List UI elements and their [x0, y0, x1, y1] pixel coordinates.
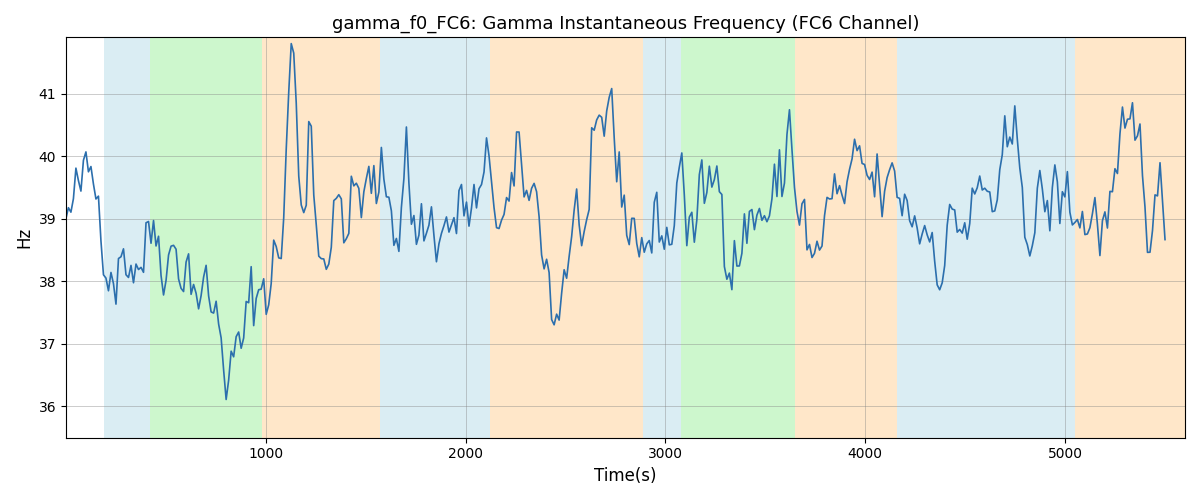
Bar [898, 38, 1075, 438]
Bar [150, 38, 262, 438]
Bar [379, 38, 490, 438]
Bar [104, 38, 150, 438]
Bar [682, 38, 796, 438]
Bar [796, 38, 898, 438]
Title: gamma_f0_FC6: Gamma Instantaneous Frequency (FC6 Channel): gamma_f0_FC6: Gamma Instantaneous Freque… [331, 15, 919, 34]
Y-axis label: Hz: Hz [16, 227, 34, 248]
Bar [262, 38, 379, 438]
Bar [643, 38, 682, 438]
X-axis label: Time(s): Time(s) [594, 467, 656, 485]
Bar [490, 38, 643, 438]
Bar [1075, 38, 1186, 438]
